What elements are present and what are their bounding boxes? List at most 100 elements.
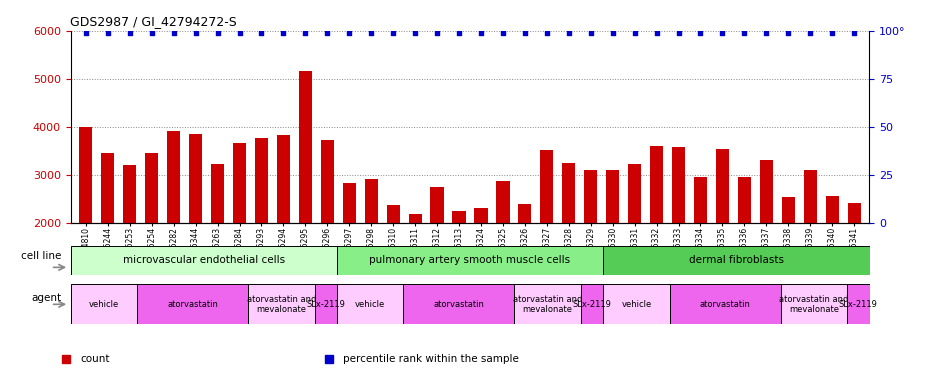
Point xyxy=(78,30,93,36)
Point xyxy=(298,30,313,36)
Bar xyxy=(781,284,847,324)
Text: dermal fibroblasts: dermal fibroblasts xyxy=(689,255,784,265)
Point xyxy=(605,30,620,36)
Bar xyxy=(145,152,158,319)
Bar xyxy=(277,136,290,319)
Point xyxy=(342,30,357,36)
Bar xyxy=(365,179,378,319)
Bar xyxy=(496,181,509,319)
Bar xyxy=(211,164,224,319)
Point xyxy=(737,30,752,36)
Point xyxy=(540,30,555,36)
Text: atorvastatin: atorvastatin xyxy=(433,300,484,309)
Bar xyxy=(337,246,603,275)
Point xyxy=(671,30,686,36)
Point xyxy=(364,30,379,36)
Text: atorvastatin and
mevalonate: atorvastatin and mevalonate xyxy=(779,295,849,314)
Bar xyxy=(628,164,641,319)
Text: atorvastatin and
mevalonate: atorvastatin and mevalonate xyxy=(246,295,316,314)
Bar xyxy=(540,150,554,319)
Point xyxy=(144,30,159,36)
Bar xyxy=(782,197,795,319)
Bar xyxy=(603,246,870,275)
Point xyxy=(210,30,225,36)
Bar xyxy=(669,284,781,324)
Bar xyxy=(79,127,92,319)
Point xyxy=(385,30,400,36)
Bar xyxy=(255,138,268,319)
Bar xyxy=(315,284,337,324)
Bar xyxy=(233,143,246,319)
Point xyxy=(408,30,423,36)
Point xyxy=(583,30,598,36)
Bar xyxy=(299,71,312,319)
Text: vehicle: vehicle xyxy=(355,300,385,309)
Bar xyxy=(431,187,444,319)
Text: agent: agent xyxy=(31,293,61,303)
Text: GDS2987 / GI_42794272-S: GDS2987 / GI_42794272-S xyxy=(70,15,237,28)
Bar xyxy=(518,205,531,319)
Bar xyxy=(189,134,202,319)
Text: pulmonary artery smooth muscle cells: pulmonary artery smooth muscle cells xyxy=(369,255,571,265)
Bar xyxy=(452,211,465,319)
Bar xyxy=(804,170,817,319)
Point xyxy=(276,30,291,36)
Point xyxy=(649,30,664,36)
Point xyxy=(824,30,839,36)
Bar xyxy=(606,170,619,319)
Point xyxy=(715,30,730,36)
Text: percentile rank within the sample: percentile rank within the sample xyxy=(343,354,519,364)
Bar xyxy=(672,147,685,319)
Bar xyxy=(337,284,403,324)
Bar xyxy=(102,152,115,319)
Point xyxy=(474,30,489,36)
Bar xyxy=(716,149,729,319)
Point xyxy=(517,30,532,36)
Bar xyxy=(475,208,488,319)
Bar xyxy=(343,184,356,319)
Bar xyxy=(167,131,180,319)
Point xyxy=(232,30,247,36)
Bar xyxy=(403,284,514,324)
Point xyxy=(320,30,335,36)
Text: SLx-2119: SLx-2119 xyxy=(572,300,612,309)
Bar xyxy=(650,146,663,319)
Bar xyxy=(248,284,315,324)
Text: atorvastatin and
mevalonate: atorvastatin and mevalonate xyxy=(513,295,583,314)
Point xyxy=(101,30,116,36)
Point xyxy=(188,30,203,36)
Text: SLx-2119: SLx-2119 xyxy=(306,300,345,309)
Point xyxy=(693,30,708,36)
Text: count: count xyxy=(80,354,109,364)
Bar xyxy=(584,170,597,319)
Bar xyxy=(562,163,575,319)
Point xyxy=(781,30,796,36)
Bar xyxy=(603,284,669,324)
Point xyxy=(495,30,510,36)
Point xyxy=(451,30,466,36)
Text: microvascular endothelial cells: microvascular endothelial cells xyxy=(122,255,285,265)
Bar xyxy=(847,284,870,324)
Point xyxy=(166,30,181,36)
Bar xyxy=(694,177,707,319)
Bar xyxy=(825,196,838,319)
Text: vehicle: vehicle xyxy=(621,300,651,309)
Text: cell line: cell line xyxy=(21,251,61,261)
Text: atorvastatin: atorvastatin xyxy=(167,300,218,309)
Bar xyxy=(760,161,773,319)
Bar xyxy=(137,284,248,324)
Point xyxy=(122,30,137,36)
Bar xyxy=(386,205,400,319)
Bar xyxy=(514,284,581,324)
Point xyxy=(254,30,269,36)
Point xyxy=(759,30,774,36)
Bar xyxy=(738,177,751,319)
Point xyxy=(627,30,642,36)
Text: vehicle: vehicle xyxy=(88,300,119,309)
Bar xyxy=(581,284,603,324)
Bar xyxy=(321,140,334,319)
Bar xyxy=(70,246,337,275)
Text: atorvastatin: atorvastatin xyxy=(699,300,751,309)
Point xyxy=(803,30,818,36)
Point xyxy=(847,30,862,36)
